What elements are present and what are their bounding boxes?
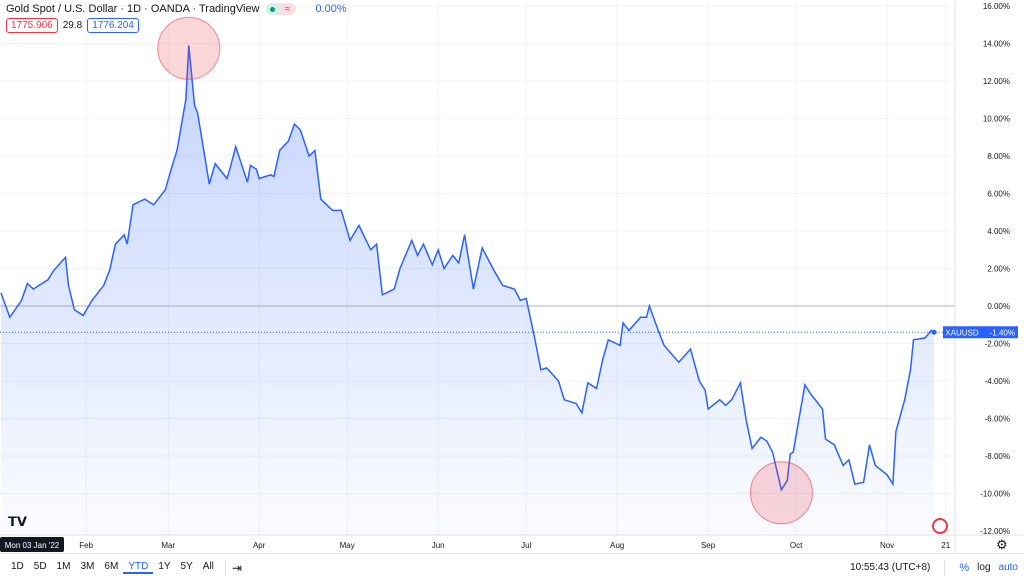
settings-gear-icon[interactable]: ⚙ (996, 537, 1008, 552)
y-tick-label: 8.00% (987, 152, 1010, 161)
y-tick-label: 2.00% (987, 265, 1010, 274)
y-tick-label: -10.00% (980, 490, 1010, 499)
bottom-toolbar: 1D 5D 1M 3M 6M YTD 1Y 5Y All ⇥ 10:55:43 (UTC+8) … (0, 553, 1024, 581)
symbol-title: Gold Spot / U.S. Dollar · 1D · OANDA · T… (6, 3, 260, 15)
go-to-date-icon[interactable]: ⇥ (231, 560, 242, 575)
annotation-circle (749, 461, 813, 525)
x-tick-label: May (340, 541, 355, 550)
buy-price-button[interactable]: 1776.204 (87, 18, 139, 33)
percent-scale-toggle[interactable]: % (959, 561, 970, 574)
range-3m[interactable]: 3M (80, 561, 95, 572)
range-5d[interactable]: 5D (33, 561, 47, 572)
x-tick-label: Sep (701, 541, 716, 550)
auto-scale-toggle[interactable]: auto (998, 562, 1018, 573)
range-1y[interactable]: 1Y (158, 561, 171, 572)
y-tick-label: -12.00% (980, 527, 1010, 536)
x-tick-label: 21 (941, 541, 950, 550)
x-tick-label: Feb (79, 541, 93, 550)
tradingview-logo[interactable]: 𝗧𝗩 (8, 514, 27, 529)
sell-price-button[interactable]: 1775.906 (6, 18, 58, 33)
spread-value: 29.8 (62, 20, 83, 31)
y-tick-label: 12.00% (983, 77, 1010, 86)
log-scale-toggle[interactable]: log (977, 562, 991, 573)
symbol-label-bg (943, 326, 981, 339)
x-tick-label: Jun (432, 541, 445, 550)
change-percent: 0.00% (315, 3, 347, 15)
chart-legend: Gold Spot / U.S. Dollar · 1D · OANDA · T… (6, 3, 347, 15)
range-1m[interactable]: 1M (56, 561, 71, 572)
quote-values: 1775.906 29.8 1776.204 (6, 18, 139, 33)
range-ytd[interactable]: YTD (123, 561, 154, 574)
y-tick-label: -2.00% (985, 340, 1010, 349)
cursor-date-bg (0, 537, 64, 552)
range-selector: 1D 5D 1M 3M 6M YTD 1Y 5Y All (0, 561, 219, 574)
x-tick-label: Nov (880, 541, 894, 550)
range-5y[interactable]: 5Y (180, 561, 193, 572)
y-tick-label: 14.00% (983, 40, 1010, 49)
x-tick-label: Mar (161, 541, 175, 550)
divider (944, 559, 946, 576)
x-tick-label: Aug (610, 541, 624, 550)
y-tick-label: 0.00% (987, 302, 1010, 311)
x-tick-label: Apr (253, 541, 266, 550)
last-value-label: -1.40% (990, 328, 1015, 337)
x-tick-label: Oct (790, 541, 803, 550)
events-flag-icon (932, 518, 948, 534)
y-tick-label: -6.00% (985, 415, 1010, 424)
last-point-marker (931, 329, 937, 335)
range-all[interactable]: All (202, 561, 214, 572)
cursor-date-label: Mon 03 Jan '22 (5, 541, 60, 550)
last-value-label-bg (981, 326, 1018, 339)
divider (224, 559, 226, 576)
annotation-circle (157, 16, 221, 80)
range-6m[interactable]: 6M (104, 561, 119, 572)
series-area (1, 45, 935, 536)
x-tick-label: Jul (521, 541, 531, 550)
range-1d[interactable]: 1D (11, 561, 24, 572)
price-chart[interactable]: 16.00% 14.00% 12.00% 10.00% 8.00% 6.00% 4.00% 2… (0, 0, 1024, 553)
y-tick-label: -4.00% (985, 377, 1010, 386)
clock-time[interactable]: 10:55:43 (UTC+8) (850, 562, 931, 573)
y-tick-label: -8.00% (985, 452, 1010, 461)
y-tick-label: 6.00% (987, 190, 1010, 199)
symbol-label: XAUUSD (945, 328, 979, 337)
y-tick-label: 4.00% (987, 227, 1010, 236)
delayed-data-icon: ≈ (279, 3, 296, 15)
y-tick-label: 10.00% (983, 115, 1010, 124)
market-open-icon (265, 3, 280, 15)
y-tick-label: 16.00% (983, 2, 1010, 11)
